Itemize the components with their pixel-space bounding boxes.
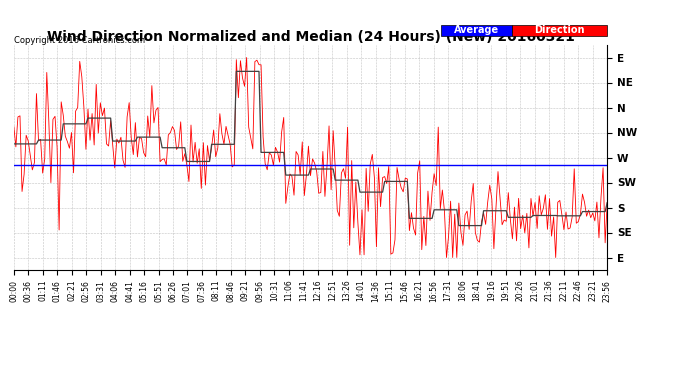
Title: Wind Direction Normalized and Median (24 Hours) (New) 20160321: Wind Direction Normalized and Median (24… xyxy=(46,30,575,44)
Text: Copyright 2016 Cartronics.com: Copyright 2016 Cartronics.com xyxy=(14,36,145,45)
FancyBboxPatch shape xyxy=(441,25,512,36)
Text: Average: Average xyxy=(454,26,499,35)
Text: Direction: Direction xyxy=(535,26,585,35)
FancyBboxPatch shape xyxy=(512,25,607,36)
